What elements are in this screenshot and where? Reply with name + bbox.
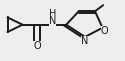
Text: O: O	[33, 41, 41, 51]
Text: N: N	[81, 36, 89, 46]
Text: O: O	[100, 26, 108, 36]
Text: N: N	[49, 16, 56, 26]
Text: H: H	[49, 9, 56, 19]
